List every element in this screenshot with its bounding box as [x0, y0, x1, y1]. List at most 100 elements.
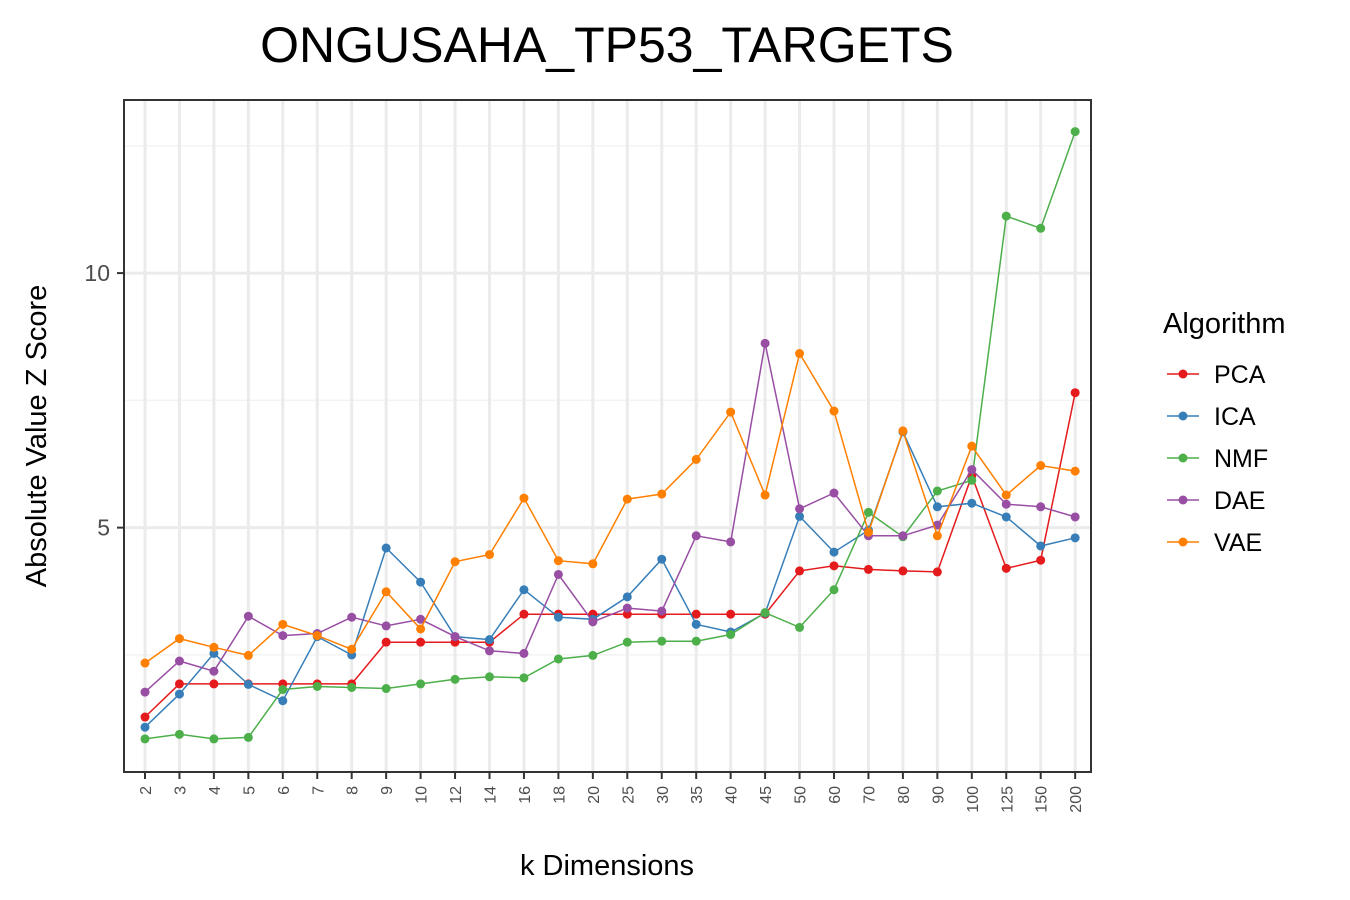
point-vae-50 — [795, 349, 805, 359]
x-tick-label-100: 100 — [965, 786, 982, 813]
point-nmf-70 — [863, 507, 873, 517]
plot-panel-border — [123, 99, 1092, 773]
series-line-ica — [144, 429, 1076, 728]
point-nmf-200 — [1070, 127, 1080, 137]
point-vae-40 — [726, 407, 736, 417]
point-dae-40 — [726, 537, 736, 547]
point-vae-45 — [760, 490, 770, 500]
point-pca-70 — [863, 564, 873, 574]
point-vae-35 — [691, 454, 701, 464]
point-pca-150 — [1036, 555, 1046, 565]
point-dae-8 — [347, 612, 357, 622]
point-pca-200 — [1070, 388, 1080, 398]
point-nmf-9 — [381, 684, 391, 694]
point-vae-25 — [622, 494, 632, 504]
point-ica-16 — [519, 585, 529, 595]
x-axis: 2 3 4 5 6 7 8 9 10 12 14 16 18 20 25 30 35 40 45 50 60 70 80 90… — [138, 772, 1085, 813]
point-vae-16 — [519, 493, 529, 503]
y-tick-label-5: 5 — [97, 515, 110, 541]
series-layer — [140, 127, 1080, 744]
x-tick-label-12: 12 — [448, 786, 465, 804]
point-vae-12 — [450, 557, 460, 567]
x-tick-label-16: 16 — [517, 786, 534, 804]
x-tick-label-70: 70 — [861, 786, 878, 804]
point-vae-6 — [278, 619, 288, 629]
point-vae-90 — [932, 531, 942, 541]
point-ica-14 — [485, 635, 494, 645]
point-vae-2 — [140, 658, 150, 668]
series-dae — [140, 338, 1080, 697]
point-vae-14 — [485, 550, 494, 560]
series-line-vae — [144, 351, 1076, 664]
point-dae-14 — [485, 646, 494, 656]
y-axis: 5 10 — [84, 260, 124, 541]
point-ica-90 — [932, 502, 942, 512]
point-pca-4 — [209, 679, 219, 689]
point-nmf-90 — [932, 486, 942, 496]
legend-key-point-dae — [1178, 495, 1188, 505]
legend-title: Algorithm — [1163, 308, 1286, 340]
point-pca-90 — [932, 567, 942, 577]
legend-item-dae: DAE — [1167, 487, 1265, 515]
legend-label-dae: DAE — [1214, 487, 1265, 515]
point-nmf-3 — [174, 729, 184, 739]
series-line-nmf — [144, 131, 1076, 740]
point-nmf-7 — [312, 681, 322, 691]
point-dae-100 — [967, 465, 977, 475]
point-dae-80 — [898, 531, 908, 541]
point-nmf-18 — [553, 654, 563, 664]
series-vae — [140, 349, 1080, 668]
point-pca-9 — [381, 637, 391, 647]
point-nmf-50 — [795, 622, 805, 632]
point-nmf-12 — [450, 674, 460, 684]
point-dae-125 — [1001, 499, 1011, 509]
point-pca-10 — [416, 637, 426, 647]
point-nmf-5 — [243, 732, 253, 742]
point-ica-125 — [1001, 512, 1011, 522]
point-vae-30 — [657, 489, 667, 499]
point-ica-2 — [140, 722, 150, 732]
point-vae-80 — [898, 426, 908, 436]
point-vae-200 — [1070, 466, 1080, 476]
legend-item-pca: PCA — [1167, 361, 1266, 389]
y-tick-label-10: 10 — [84, 260, 110, 286]
legend-label-vae: VAE — [1214, 529, 1262, 557]
point-dae-3 — [174, 656, 184, 666]
x-tick-label-14: 14 — [483, 786, 500, 804]
point-nmf-45 — [760, 608, 770, 618]
point-ica-6 — [278, 696, 288, 706]
point-ica-100 — [967, 498, 977, 508]
point-dae-4 — [209, 666, 219, 676]
x-tick-label-2: 2 — [138, 786, 155, 795]
point-pca-50 — [795, 566, 805, 576]
point-nmf-150 — [1036, 223, 1046, 233]
point-nmf-60 — [829, 585, 839, 595]
point-nmf-125 — [1001, 211, 1011, 221]
series-line-pca — [144, 392, 1076, 718]
legend-item-ica: ICA — [1167, 403, 1256, 431]
point-nmf-40 — [726, 630, 736, 640]
point-ica-150 — [1036, 541, 1046, 551]
x-tick-label-90: 90 — [930, 786, 947, 804]
x-tick-label-8: 8 — [345, 786, 362, 795]
point-pca-2 — [140, 712, 150, 722]
x-tick-label-10: 10 — [414, 786, 431, 804]
point-pca-125 — [1001, 563, 1011, 573]
point-pca-80 — [898, 566, 908, 576]
point-vae-18 — [553, 556, 563, 566]
point-dae-25 — [622, 603, 632, 613]
point-nmf-35 — [691, 636, 701, 646]
point-pca-35 — [691, 609, 701, 619]
point-nmf-30 — [657, 636, 667, 646]
point-dae-12 — [450, 632, 460, 642]
legend-key-point-ica — [1178, 411, 1188, 421]
point-dae-30 — [657, 606, 667, 616]
point-nmf-25 — [622, 637, 632, 647]
point-vae-70 — [863, 527, 873, 537]
point-nmf-14 — [485, 672, 494, 682]
point-dae-5 — [243, 611, 253, 621]
point-ica-35 — [691, 619, 701, 629]
point-vae-5 — [243, 650, 253, 660]
point-nmf-2 — [140, 734, 150, 744]
